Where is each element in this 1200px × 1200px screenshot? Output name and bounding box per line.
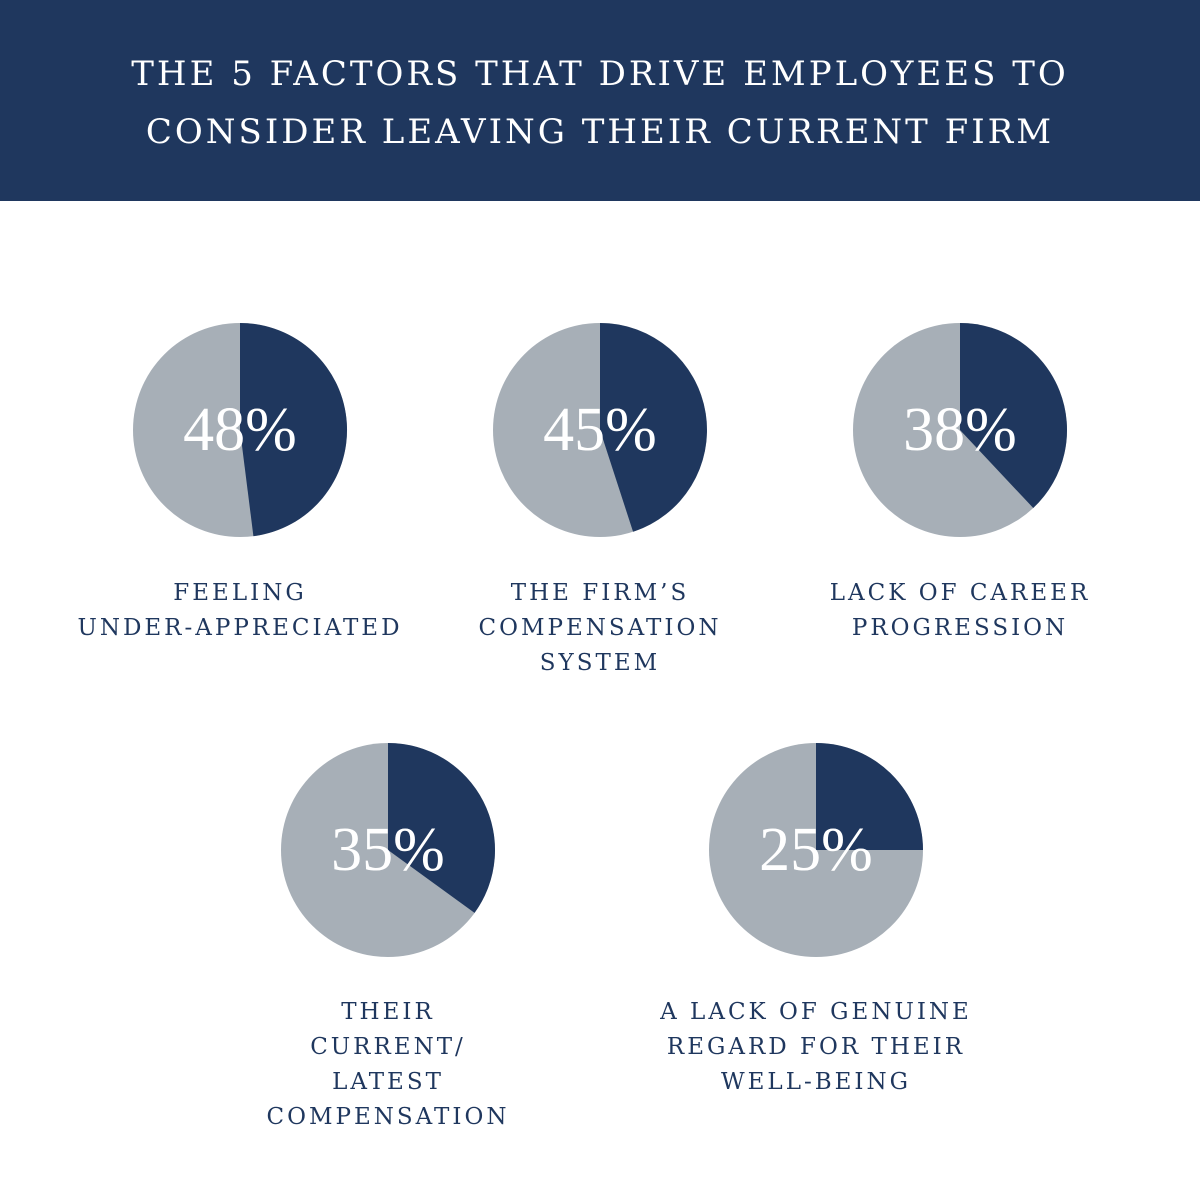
factor-label-line: A LACK OF GENUINE bbox=[660, 999, 972, 1025]
title-line-1: THE 5 FACTORS THAT DRIVE EMPLOYEES TO bbox=[131, 54, 1069, 94]
percentage-value: 45% bbox=[543, 396, 657, 464]
factor-label-line: UNDER-APPRECIATED bbox=[77, 615, 403, 641]
pie-value-slice bbox=[816, 743, 923, 850]
pie-value-slice bbox=[960, 323, 1068, 508]
pie-svg-2 bbox=[493, 323, 707, 537]
factor-label-line: PROGRESSION bbox=[851, 615, 1069, 641]
percentage-value: 38% bbox=[903, 396, 1017, 464]
factor-label-line: LACK OF CAREER bbox=[829, 580, 1091, 606]
factor-label-line: COMPENSATION bbox=[478, 615, 722, 641]
factor-label-line: LATEST bbox=[332, 1069, 444, 1095]
factor-label-3: LACK OF CAREER PROGRESSION bbox=[770, 576, 1150, 646]
factor-label-2: THE FIRM’S COMPENSATION SYSTEM bbox=[410, 576, 790, 681]
percentage-value: 35% bbox=[331, 816, 445, 884]
factor-label-line: REGARD FOR THEIR bbox=[666, 1034, 966, 1060]
factor-label-line: COMPENSATION bbox=[266, 1104, 510, 1130]
header-banner: THE 5 FACTORS THAT DRIVE EMPLOYEES TO CO… bbox=[0, 0, 1200, 201]
pie-value-slice bbox=[388, 743, 495, 913]
pie-svg-3 bbox=[853, 323, 1068, 537]
factor-label-5: A LACK OF GENUINE REGARD FOR THEIR WELL-… bbox=[626, 995, 1006, 1100]
title-line-2: CONSIDER LEAVING THEIR CURRENT FIRM bbox=[145, 112, 1055, 152]
factor-label-line: WELL-BEING bbox=[720, 1069, 912, 1095]
factor-label-line: CURRENT/ bbox=[310, 1034, 466, 1060]
pie-value-slice bbox=[240, 323, 348, 537]
pie-svg-1 bbox=[133, 323, 348, 537]
percentage-value: 25% bbox=[759, 816, 873, 884]
pie-svg-5 bbox=[709, 743, 923, 957]
factor-label-1: FEELING UNDER-APPRECIATED bbox=[50, 576, 430, 646]
factor-label-4: THEIR CURRENT/ LATEST COMPENSATION bbox=[198, 995, 578, 1135]
pie-value-slice bbox=[600, 323, 707, 532]
percentage-value: 48% bbox=[183, 396, 297, 464]
factor-label-line: FEELING bbox=[173, 580, 307, 606]
factor-label-line: THEIR bbox=[341, 999, 435, 1025]
factor-label-line: SYSTEM bbox=[539, 650, 661, 676]
pie-svg-4 bbox=[281, 743, 495, 957]
factor-label-line: THE FIRM’S bbox=[510, 580, 690, 606]
